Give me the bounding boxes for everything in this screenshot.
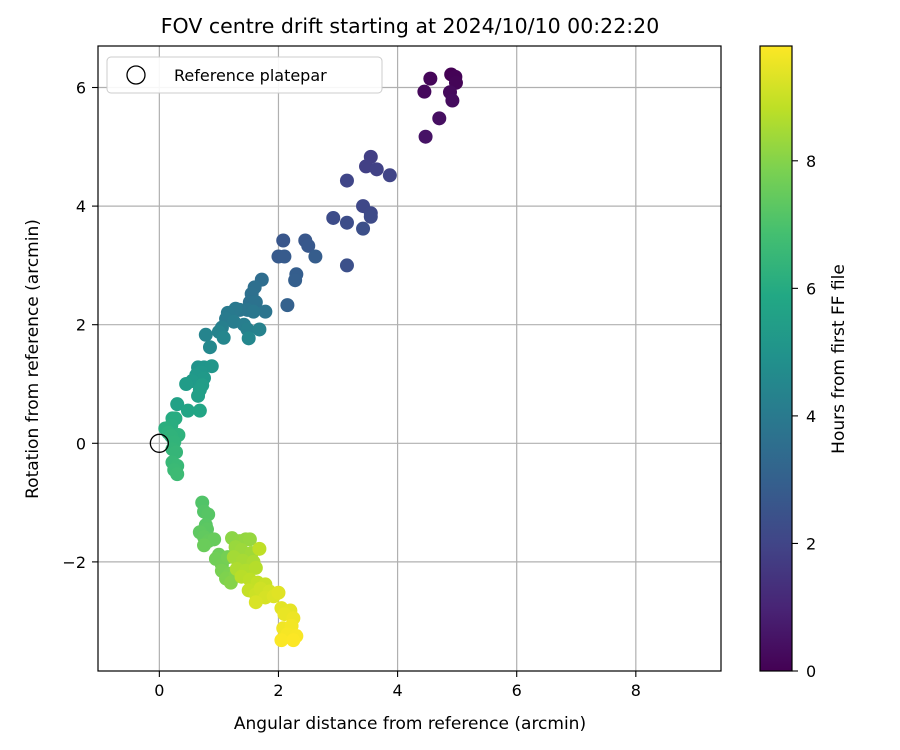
data-point [286,633,301,648]
legend: Reference platepar [106,56,383,94]
plot-frame [97,45,722,672]
chart-title: FOV centre drift starting at 2024/10/10 … [161,14,660,38]
data-point [445,93,460,108]
data-point [198,327,213,342]
colorbar-tick-label: 8 [806,152,816,171]
data-point [216,330,231,345]
data-point [202,340,217,355]
data-point [252,322,267,337]
legend-box [106,56,383,94]
data-point [339,215,354,230]
grid-lines [98,46,721,671]
data-point [201,507,216,522]
data-point [363,209,378,224]
y-tick-label: 4 [76,197,86,216]
legend-reference-label: Reference platepar [174,66,327,85]
data-point [179,376,194,391]
data-point [274,633,289,648]
data-point [258,304,273,319]
data-point [207,532,222,547]
data-point [359,159,374,174]
y-tick-label: 2 [76,316,86,335]
data-point [192,403,207,418]
x-axis-ticks: 0 2 4 6 8 [154,671,641,700]
reference-point-marker [149,433,169,453]
colorbar: 0 2 4 6 8 Hours from first FF file [759,45,849,681]
data-point [301,238,316,253]
data-point [276,233,291,248]
x-tick-label: 8 [631,681,641,700]
data-point [423,71,438,86]
x-tick-label: 6 [512,681,522,700]
legend-reference-marker [126,65,146,85]
data-point [308,249,323,264]
data-point [248,560,263,575]
x-tick-label: 4 [392,681,402,700]
colorbar-label: Hours from first FF file [829,264,849,454]
data-points [158,67,463,648]
data-point [271,585,286,600]
data-point [248,595,263,610]
x-axis-label: Angular distance from reference (arcmin) [234,714,586,734]
data-point [170,397,185,412]
x-tick-label: 0 [154,681,164,700]
colorbar-gradient [759,45,793,672]
data-point [246,304,261,319]
data-point [339,258,354,273]
data-point [356,221,371,236]
colorbar-tick-label: 0 [806,662,816,681]
data-point [241,331,256,346]
colorbar-tick-label: 4 [806,407,816,426]
data-point [418,129,433,144]
y-tick-label: −2 [62,553,86,572]
x-tick-label: 2 [273,681,283,700]
y-tick-label: 6 [76,79,86,98]
colorbar-tick-label: 6 [806,279,816,298]
data-point [369,162,384,177]
data-point [242,532,257,547]
data-point [180,403,195,418]
data-point [197,538,212,553]
data-point [288,273,303,288]
data-point [326,210,341,225]
y-tick-label: 0 [76,434,86,453]
data-point [382,168,397,183]
y-axis-label: Rotation from reference (arcmin) [23,219,43,499]
data-point [339,173,354,188]
colorbar-ticks: 0 2 4 6 8 [792,152,816,681]
data-point [417,84,432,99]
data-point [432,111,447,126]
data-point [252,541,267,556]
y-axis-ticks: −2 0 2 4 6 [62,79,98,572]
data-point [223,575,238,590]
data-point [280,298,295,313]
data-point [204,359,219,374]
data-point [277,249,292,264]
data-point [170,467,185,482]
data-point [191,388,206,403]
colorbar-tick-label: 2 [806,534,816,553]
